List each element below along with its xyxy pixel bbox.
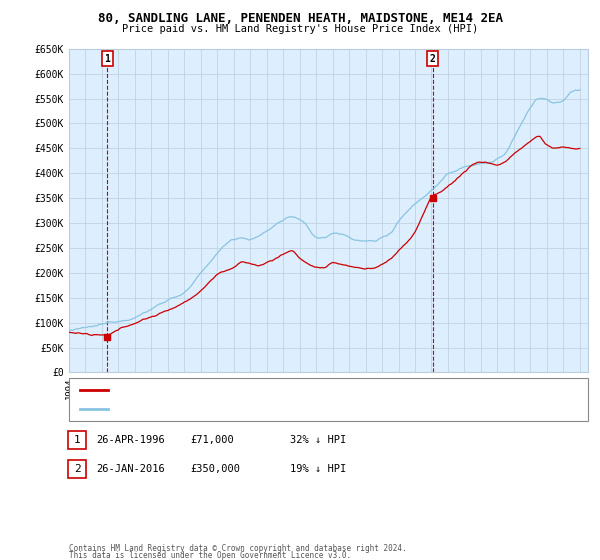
Text: HPI: Average price, detached house, Maidstone: HPI: Average price, detached house, Maid… [113,404,371,413]
Text: Contains HM Land Registry data © Crown copyright and database right 2024.: Contains HM Land Registry data © Crown c… [69,544,407,553]
Text: 2: 2 [430,54,436,64]
Text: 1: 1 [104,54,110,64]
Text: £350,000: £350,000 [191,464,241,474]
Text: 1: 1 [74,435,81,445]
Text: 26-APR-1996: 26-APR-1996 [97,435,166,445]
Text: 26-JAN-2016: 26-JAN-2016 [97,464,166,474]
Text: Price paid vs. HM Land Registry's House Price Index (HPI): Price paid vs. HM Land Registry's House … [122,24,478,34]
Text: 80, SANDLING LANE, PENENDEN HEATH, MAIDSTONE, ME14 2EA (detached house): 80, SANDLING LANE, PENENDEN HEATH, MAIDS… [113,386,521,395]
Text: This data is licensed under the Open Government Licence v3.0.: This data is licensed under the Open Gov… [69,551,351,560]
Text: £71,000: £71,000 [191,435,235,445]
Text: 2: 2 [74,464,81,474]
Text: 19% ↓ HPI: 19% ↓ HPI [290,464,346,474]
Text: 80, SANDLING LANE, PENENDEN HEATH, MAIDSTONE, ME14 2EA: 80, SANDLING LANE, PENENDEN HEATH, MAIDS… [97,12,503,25]
Text: 32% ↓ HPI: 32% ↓ HPI [290,435,346,445]
